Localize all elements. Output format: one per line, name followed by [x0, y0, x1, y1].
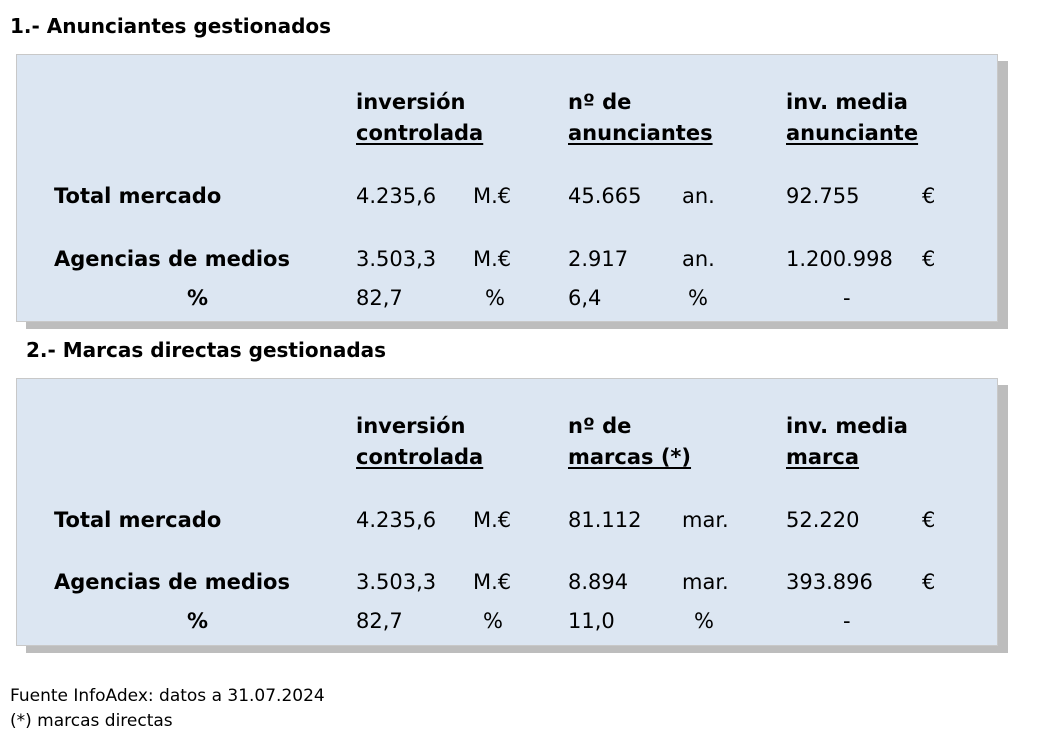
value-average: - [843, 609, 851, 633]
value-average: 393.896 [786, 570, 873, 594]
unit-investment: M.€ [473, 247, 512, 271]
header-average: inv. media anunciante [786, 87, 918, 149]
header-inversion: inversión controlada [356, 87, 483, 149]
value-count: 11,0 [568, 609, 615, 633]
header-inversion-line2: controlada [356, 445, 484, 469]
header-count: nº de anunciantes [568, 87, 713, 149]
header-inversion-line1: inversión [356, 90, 466, 114]
unit-average: € [922, 570, 936, 594]
header-inversion: inversión controlada [356, 411, 483, 473]
header-average-line1: inv. media [786, 90, 908, 114]
unit-count: mar. [682, 508, 729, 532]
unit-count: mar. [682, 570, 729, 594]
value-investment: 82,7 [356, 286, 403, 310]
header-count-line1: nº de [568, 90, 632, 114]
section2-panel: inversión controlada nº de marcas (*) in… [16, 378, 998, 646]
unit-investment: M.€ [473, 184, 512, 208]
unit-average: € [922, 247, 936, 271]
unit-investment: % [485, 286, 505, 310]
unit-count: % [688, 286, 708, 310]
source-note: Fuente InfoAdex: datos a 31.07.2024 [10, 686, 325, 706]
header-count-line1: nº de [568, 414, 632, 438]
value-count: 45.665 [568, 184, 642, 208]
header-count-line2: marcas (*) [568, 445, 692, 469]
value-count: 81.112 [568, 508, 642, 532]
unit-count: % [694, 609, 714, 633]
value-investment: 3.503,3 [356, 247, 437, 271]
value-average: 1.200.998 [786, 247, 893, 271]
value-average: 52.220 [786, 508, 860, 532]
unit-average: € [922, 184, 936, 208]
value-investment: 3.503,3 [356, 570, 437, 594]
footnote: (*) marcas directas [10, 711, 173, 731]
unit-investment: M.€ [473, 508, 512, 532]
header-average-line2: marca [786, 445, 860, 469]
header-average-line1: inv. media [786, 414, 908, 438]
header-average: inv. media marca [786, 411, 908, 473]
value-investment: 4.235,6 [356, 184, 437, 208]
unit-investment: M.€ [473, 570, 512, 594]
value-count: 8.894 [568, 570, 629, 594]
section1-title: 1.- Anunciantes gestionados [10, 14, 332, 38]
section2-title: 2.- Marcas directas gestionadas [26, 338, 387, 362]
section1-panel: inversión controlada nº de anunciantes i… [16, 54, 998, 322]
value-count: 2.917 [568, 247, 629, 271]
row-label-percent: % [187, 286, 209, 310]
header-count: nº de marcas (*) [568, 411, 691, 473]
value-investment: 4.235,6 [356, 508, 437, 532]
row-label-total: Total mercado [54, 184, 222, 208]
unit-investment: % [483, 609, 503, 633]
unit-count: an. [682, 247, 715, 271]
header-average-line2: anunciante [786, 121, 919, 145]
unit-average: € [922, 508, 936, 532]
header-count-line2: anunciantes [568, 121, 713, 145]
unit-count: an. [682, 184, 715, 208]
header-inversion-line2: controlada [356, 121, 484, 145]
row-label-agencies: Agencias de medios [54, 247, 290, 271]
value-count: 6,4 [568, 286, 602, 310]
value-investment: 82,7 [356, 609, 403, 633]
header-inversion-line1: inversión [356, 414, 466, 438]
row-label-total: Total mercado [54, 508, 222, 532]
value-average: 92.755 [786, 184, 860, 208]
value-average: - [843, 286, 851, 310]
row-label-percent: % [187, 609, 209, 633]
row-label-agencies: Agencias de medios [54, 570, 290, 594]
